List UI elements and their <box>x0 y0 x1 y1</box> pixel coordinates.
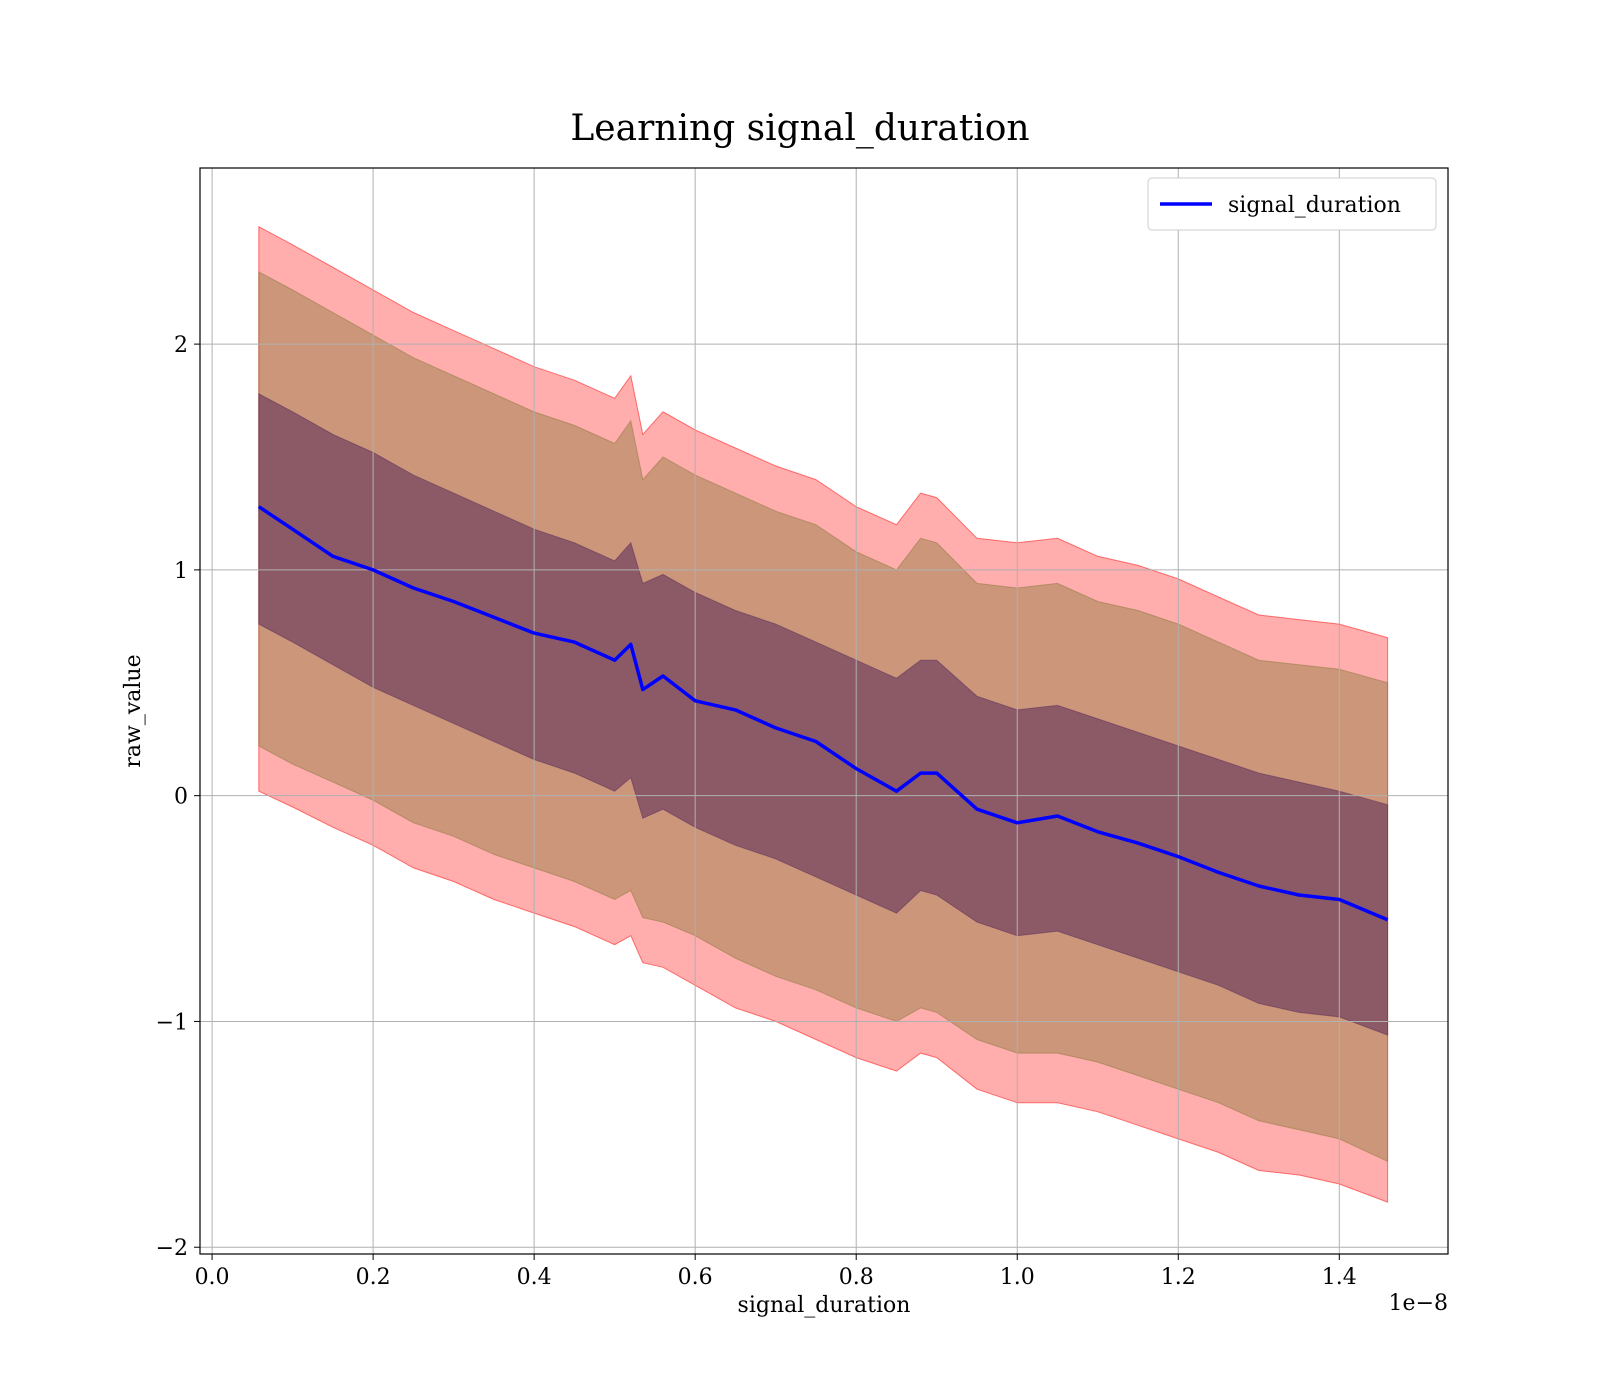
y-tick-label-3: 1 <box>174 559 188 584</box>
x-axis-label: signal_duration <box>738 1293 911 1318</box>
legend-entry: signal_duration <box>1228 193 1401 218</box>
series-lines <box>257 505 1389 922</box>
legend: signal_duration <box>1147 177 1437 231</box>
y-tick-label-1: −1 <box>156 1010 188 1035</box>
series-line-0 <box>257 505 1389 922</box>
x-tick-label-2: 0.4 <box>517 1265 552 1290</box>
x-axis-ticks: 0.0 0.2 0.4 0.6 0.8 1.0 1.2 1.4 <box>195 1254 1357 1290</box>
x-tick-label-1: 0.2 <box>356 1265 391 1290</box>
x-tick-label-7: 1.4 <box>1322 1265 1357 1290</box>
x-tick-label-0: 0.0 <box>195 1265 230 1290</box>
x-tick-label-3: 0.6 <box>678 1265 713 1290</box>
plot-frame <box>199 167 1449 1255</box>
y-tick-label-4: 2 <box>174 333 188 358</box>
x-tick-label-4: 0.8 <box>839 1265 874 1290</box>
y-axis-ticks: −2 −1 0 1 2 <box>156 333 200 1261</box>
x-tick-label-6: 1.2 <box>1161 1265 1196 1290</box>
plot-area <box>199 167 1449 1255</box>
chart-title: Learning signal_duration <box>570 108 1029 149</box>
y-tick-label-2: 0 <box>174 785 188 810</box>
confidence-bands <box>258 225 1389 1203</box>
legend-box <box>1147 177 1437 231</box>
y-tick-label-0: −2 <box>156 1236 188 1261</box>
y-axis-label: raw_value <box>121 654 146 767</box>
grid-lines <box>200 168 1448 1254</box>
x-tick-label-5: 1.0 <box>1000 1265 1035 1290</box>
x-axis-offset-label: 1e−8 <box>1389 1291 1448 1316</box>
